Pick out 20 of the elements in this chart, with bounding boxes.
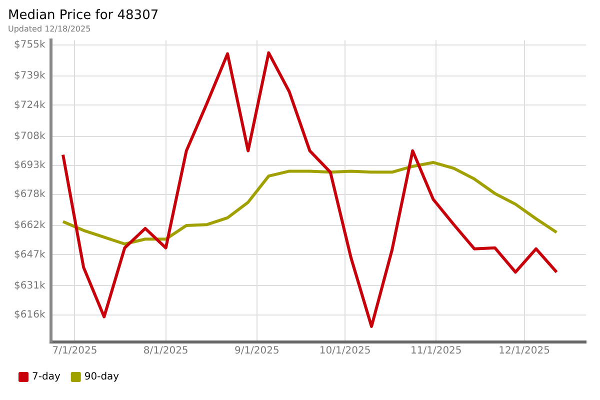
chart-subtitle: Updated 12/18/2025	[8, 24, 91, 34]
y-tick-label: $755k	[14, 40, 46, 51]
y-tick-label: $724k	[14, 100, 46, 111]
x-tick-label: 7/1/2025	[52, 346, 98, 357]
y-tick-label: $708k	[14, 130, 46, 142]
y-tick-label: $647k	[14, 249, 46, 260]
y-tick-label: $678k	[14, 189, 46, 200]
chart-title: Median Price for 48307	[8, 8, 159, 24]
legend-label: 90-day	[84, 372, 120, 383]
x-tick-label: 8/1/2025	[143, 346, 188, 357]
y-tick-label: $739k	[14, 70, 46, 82]
x-tick-label: 9/1/2025	[234, 346, 280, 357]
y-tick-label: $616k	[14, 309, 46, 320]
x-tick-label: 12/1/2025	[498, 346, 550, 357]
y-tick-label: $693k	[14, 160, 46, 171]
y-tick-label: $662k	[14, 220, 46, 232]
legend-label: 7-day	[32, 372, 60, 383]
x-tick-label: 11/1/2025	[410, 346, 462, 357]
y-tick-label: $631k	[14, 280, 46, 292]
x-tick-label: 10/1/2025	[319, 346, 371, 357]
